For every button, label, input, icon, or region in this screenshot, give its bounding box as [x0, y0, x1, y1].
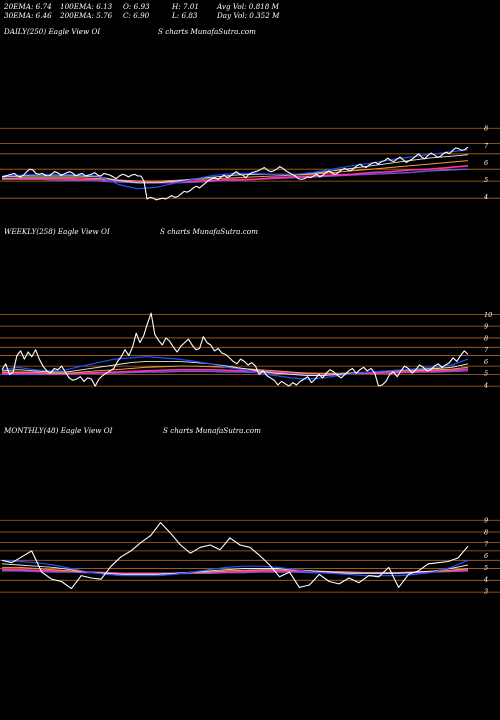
weekly-tick-label-0: 4	[483, 381, 488, 389]
weekly-panel-label: WEEKLY(258) Eagle View OI	[4, 227, 110, 236]
open-stat: O: 6.93	[123, 2, 150, 11]
monthly-site-label: S charts MunafaSutra.com	[163, 426, 261, 435]
weekly-price-line	[1, 312, 469, 387]
ema200-stat: 200EMA: 5.76	[60, 11, 113, 20]
weekly-ema-long-line	[2, 368, 469, 375]
daily-site-label: S charts MunafaSutra.com	[158, 27, 256, 36]
monthly-tick-label-0: 3	[484, 587, 488, 595]
daily-tick-label-2: 6	[484, 159, 488, 167]
weekly-site-label: S charts MunafaSutra.com	[160, 227, 258, 236]
monthly-tick-label-6: 9	[484, 517, 488, 525]
ema100-stat: 100EMA: 6.13	[60, 2, 113, 11]
weekly-ema-fast-line	[1, 356, 469, 380]
ema30-stat: 30EMA: 6.46	[4, 11, 52, 20]
monthly-tick-label-5: 8	[484, 529, 488, 537]
avgvol-stat: Avg Vol: 0.818 M	[217, 2, 279, 11]
high-stat: H: 7.01	[172, 2, 199, 11]
daily-tick-label-4: 8	[484, 125, 488, 133]
daily-price-line	[1, 146, 469, 201]
close-stat: C: 6.90	[123, 11, 150, 20]
low-stat: L: 6.83	[172, 11, 198, 20]
daily-ema-long-line	[2, 165, 469, 183]
daily-ema200-line	[2, 168, 469, 184]
weekly-tick-label-5: 9	[484, 323, 488, 331]
monthly-tick-label-1: 4	[483, 576, 488, 584]
daily-tick-label-1: 5	[484, 176, 488, 184]
weekly-tick-label-4: 8	[484, 334, 488, 342]
daily-ema-slow-line	[1, 160, 469, 182]
monthly-price-line	[1, 522, 469, 590]
weekly-tick-label-1: 5	[484, 370, 488, 378]
weekly-tick-label-6: 10	[484, 311, 492, 319]
monthly-tick-label-3: 6	[484, 552, 488, 560]
daily-tick-label-0: 4	[483, 193, 488, 201]
daily-panel-label: DAILY(250) Eagle View OI	[4, 27, 101, 36]
daily-tick-label-3: 7	[484, 142, 489, 150]
ema20-stat: 20EMA: 6.74	[4, 2, 52, 11]
dayvol-stat: Day Vol: 0.352 M	[217, 11, 280, 20]
weekly-tick-label-2: 6	[484, 358, 488, 366]
weekly-tick-label-3: 7	[484, 346, 489, 354]
monthly-tick-label-2: 5	[484, 564, 488, 572]
monthly-ema-fast-line	[1, 559, 469, 577]
monthly-ema-slow-line	[2, 566, 469, 575]
monthly-tick-label-4: 7	[484, 540, 489, 548]
daily-ema-mid-line	[1, 154, 469, 184]
monthly-panel-label: MONTHLY(48) Eagle View OI	[4, 426, 113, 435]
